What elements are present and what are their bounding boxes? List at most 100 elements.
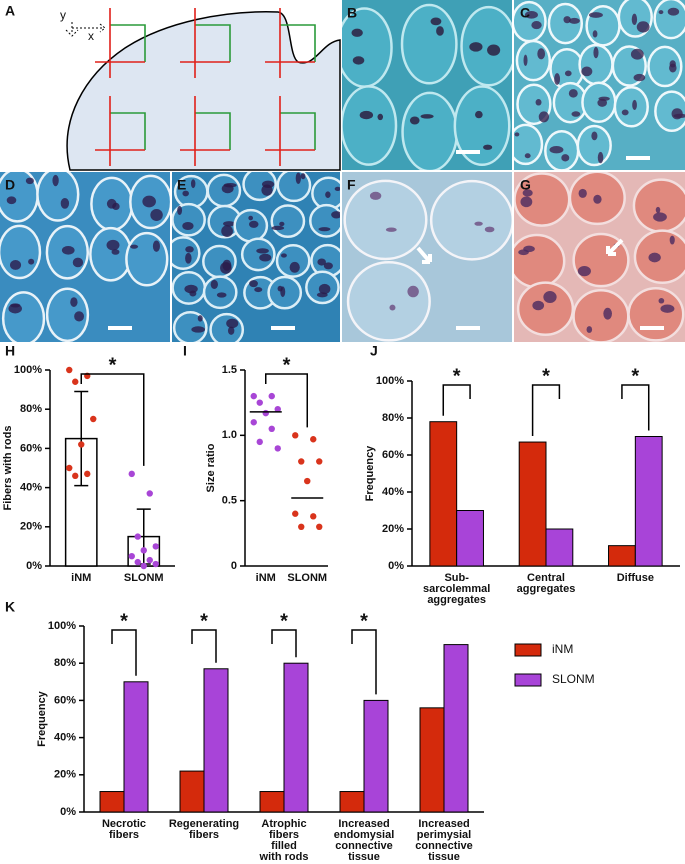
inclusion [221, 225, 233, 237]
grid-red [265, 96, 315, 166]
inclusion [182, 190, 189, 197]
y-tick-label: 40% [54, 732, 76, 744]
grid-green [280, 24, 316, 62]
data-point [298, 458, 305, 465]
inclusion [524, 153, 531, 159]
inclusion [633, 73, 646, 82]
micrographs [0, 0, 685, 342]
bar [179, 770, 205, 813]
grid-green [280, 112, 316, 150]
bar [123, 681, 149, 813]
data-point [66, 464, 73, 472]
significance-bracket [531, 384, 561, 437]
inclusion [474, 221, 483, 226]
x-tick-label: sarcolemmal [423, 583, 490, 595]
grid-green [110, 24, 146, 62]
data-point [304, 477, 311, 485]
bar [429, 421, 458, 567]
micrograph [0, 172, 170, 342]
panel-label: E [177, 177, 186, 193]
inclusion [571, 111, 581, 117]
axis-letter: x [88, 29, 94, 43]
significance-label: * [109, 354, 117, 376]
inclusion [261, 184, 273, 196]
x-tick-label: Diffuse [617, 572, 654, 584]
data-point [72, 472, 79, 480]
y-tick-label: 0% [60, 806, 76, 818]
inclusion [182, 221, 194, 231]
x-tick-label: iNM [256, 572, 276, 584]
fiber [632, 178, 685, 233]
inclusion [636, 21, 650, 33]
inclusion [226, 318, 239, 329]
y-tick-label: 80% [382, 412, 404, 424]
fiber [343, 179, 428, 261]
inclusion [653, 212, 667, 222]
data-point [256, 438, 263, 446]
micrograph [514, 0, 685, 170]
inclusion [248, 215, 254, 221]
inclusion [130, 244, 139, 249]
inclusion [581, 66, 593, 77]
fiber [647, 45, 683, 88]
inclusion [591, 131, 598, 141]
inclusion [568, 89, 578, 98]
fiber [613, 85, 649, 128]
scale-bar [108, 326, 132, 330]
inclusion [249, 220, 259, 228]
fiber [270, 204, 306, 239]
panel-label: D [5, 177, 15, 193]
bar [545, 528, 574, 567]
inclusion [185, 246, 194, 253]
inclusion [369, 191, 382, 200]
data-point [310, 436, 317, 443]
fiber [516, 281, 575, 337]
grid-red [180, 96, 230, 166]
inclusion [475, 110, 483, 119]
grid-green [110, 112, 146, 150]
fiber [514, 233, 566, 289]
inclusion [72, 257, 84, 268]
data-point [292, 432, 299, 439]
data-point [128, 470, 135, 478]
fiber [653, 0, 685, 40]
y-tick-label: 0% [388, 560, 404, 572]
inclusion [316, 292, 328, 298]
fiber [585, 4, 621, 47]
data-point [250, 419, 257, 426]
inclusion [317, 258, 326, 266]
inclusion [190, 179, 196, 189]
fiber [429, 179, 512, 261]
fiber [572, 289, 630, 342]
fiber [547, 2, 584, 45]
inclusion [669, 63, 677, 73]
fiber [172, 236, 201, 270]
data-point [268, 425, 275, 432]
inclusion [520, 196, 533, 208]
x-tick-label: iNM [71, 572, 91, 584]
data-point [250, 392, 257, 400]
inclusion [658, 10, 664, 15]
significance-bracket [191, 629, 217, 663]
fiber [276, 172, 312, 203]
scale-bar [640, 326, 664, 330]
inclusion [658, 298, 665, 304]
inclusion [28, 258, 35, 265]
y-tick-label: 80% [20, 403, 42, 415]
legend-label: iNM [552, 642, 573, 656]
grid-green [195, 112, 231, 150]
data-point [66, 366, 73, 374]
inclusion [568, 17, 580, 24]
fiber [400, 3, 458, 85]
micrograph [514, 172, 685, 342]
y-tick-label: 100% [376, 375, 404, 387]
inclusion [185, 252, 192, 264]
grid-red [180, 8, 230, 78]
inclusion [531, 21, 542, 30]
inclusion [469, 42, 483, 52]
error-bar [74, 390, 89, 487]
bar [608, 545, 636, 567]
x-tick-label: with rods [259, 851, 309, 863]
x-tick-label: connective [335, 840, 392, 852]
inclusion [586, 326, 593, 333]
